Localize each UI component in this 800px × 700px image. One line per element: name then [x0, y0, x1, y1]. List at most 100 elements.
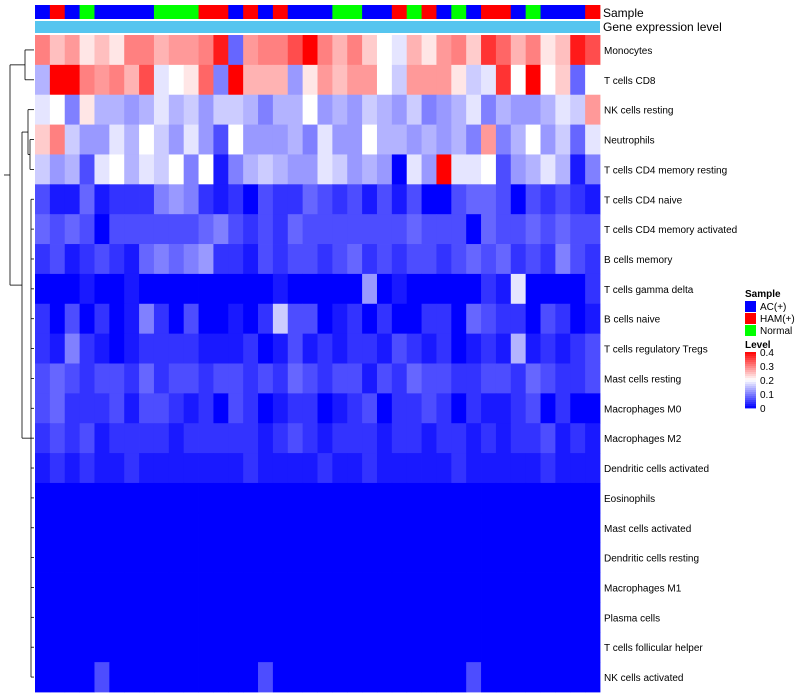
heatmap-cell [570, 453, 586, 484]
heatmap-cell [495, 273, 512, 305]
heatmap-cell [391, 184, 408, 215]
heatmap-cell [376, 662, 393, 693]
heatmap-cell [481, 453, 497, 484]
heatmap-cell [287, 94, 304, 125]
heatmap-cell [451, 423, 467, 454]
heatmap-cell [124, 393, 140, 424]
heatmap-cell [525, 273, 541, 305]
heatmap-cell [347, 184, 363, 215]
heatmap-cell [302, 94, 318, 125]
heatmap-cell [510, 632, 527, 663]
heatmap-cell [436, 64, 452, 96]
heatmap-cell [287, 363, 304, 394]
heatmap-cell [183, 602, 199, 633]
legend-color-step [745, 356, 756, 359]
heatmap-cell [406, 154, 422, 185]
heatmap-cell [540, 244, 556, 275]
heatmap-cell [153, 214, 170, 245]
heatmap-cell [258, 303, 274, 335]
heatmap-cell [243, 632, 259, 663]
heatmap-cell [540, 303, 556, 335]
heatmap-cell [124, 214, 140, 245]
heatmap-cell [287, 572, 304, 603]
heatmap-cell [94, 94, 110, 125]
heatmap-cell [94, 184, 110, 215]
heatmap-cell [391, 423, 408, 454]
heatmap-cell [585, 124, 601, 155]
heatmap-cell [64, 214, 81, 245]
heatmap-cell [139, 333, 155, 364]
heatmap-cell [495, 94, 512, 125]
heatmap-cell [287, 214, 304, 245]
heatmap-cell [451, 602, 467, 633]
legend-color-step [745, 354, 756, 357]
heatmap-cell [64, 453, 81, 484]
heatmap-cell [540, 64, 556, 96]
row-label: Mast cells activated [604, 524, 691, 535]
heatmap-cell [406, 423, 422, 454]
heatmap-cell [540, 572, 556, 603]
row-label: T cells CD4 memory resting [604, 165, 727, 176]
heatmap-cell [287, 542, 304, 573]
heatmap-cell [362, 35, 378, 66]
heatmap-cell [139, 482, 155, 514]
heatmap-cell [421, 64, 437, 96]
heatmap-cell [570, 184, 586, 215]
heatmap-cell [243, 124, 259, 155]
legend-sample-label: HAM(+) [760, 314, 795, 325]
sample-annotation-cell [466, 5, 482, 19]
heatmap-cell [406, 393, 422, 424]
heatmap-cell [421, 453, 437, 484]
legend-level-tick: 0 [760, 404, 766, 415]
heatmap-cell [64, 273, 81, 305]
heatmap-cell [213, 423, 229, 454]
heatmap-cell [406, 64, 422, 96]
heatmap-cell [79, 572, 95, 603]
legend-color-step [745, 380, 756, 383]
heatmap-cell [35, 35, 51, 66]
heatmap-cell [332, 482, 348, 514]
heatmap-cell [332, 542, 348, 573]
heatmap-cell [391, 453, 408, 484]
heatmap-cell [228, 273, 244, 305]
heatmap-cell [64, 184, 81, 215]
heatmap-cell [347, 512, 363, 544]
heatmap-cell [451, 542, 467, 573]
heatmap-cell [585, 453, 601, 484]
heatmap-cell [79, 273, 95, 305]
heatmap-cell [376, 184, 393, 215]
heatmap-cell [525, 662, 541, 693]
heatmap-cell [525, 35, 541, 66]
heatmap-cell [109, 602, 125, 633]
heatmap-cell [94, 363, 110, 394]
heatmap-cell [272, 453, 289, 484]
legend-sample-title: Sample [745, 289, 781, 300]
sample-annotation-cell [109, 5, 125, 19]
sample-annotation-cell [525, 5, 541, 19]
heatmap-cell [139, 273, 155, 305]
legend-color-step [745, 358, 756, 361]
heatmap-cell [287, 482, 304, 514]
heatmap-cell [570, 303, 586, 335]
row-label: NK cells activated [604, 673, 683, 684]
heatmap-cell [495, 244, 512, 275]
sample-annotation-cell [183, 5, 199, 19]
heatmap-cell [302, 453, 318, 484]
sample-annotation-cell [198, 5, 214, 19]
heatmap-cell [213, 602, 229, 633]
heatmap-cell [139, 393, 155, 424]
heatmap-cell [451, 363, 467, 394]
heatmap-cell [49, 244, 66, 275]
heatmap-cell [495, 453, 512, 484]
heatmap-cell [525, 64, 541, 96]
legend-color-step [745, 372, 756, 375]
heatmap-cell [451, 303, 467, 335]
heatmap-cell [436, 184, 452, 215]
heatmap-cell [49, 602, 66, 633]
heatmap-cell [49, 542, 66, 573]
heatmap-cell [243, 154, 259, 185]
heatmap-cell [243, 393, 259, 424]
heatmap-cell [570, 542, 586, 573]
heatmap-cell [570, 393, 586, 424]
heatmap-cell [302, 393, 318, 424]
